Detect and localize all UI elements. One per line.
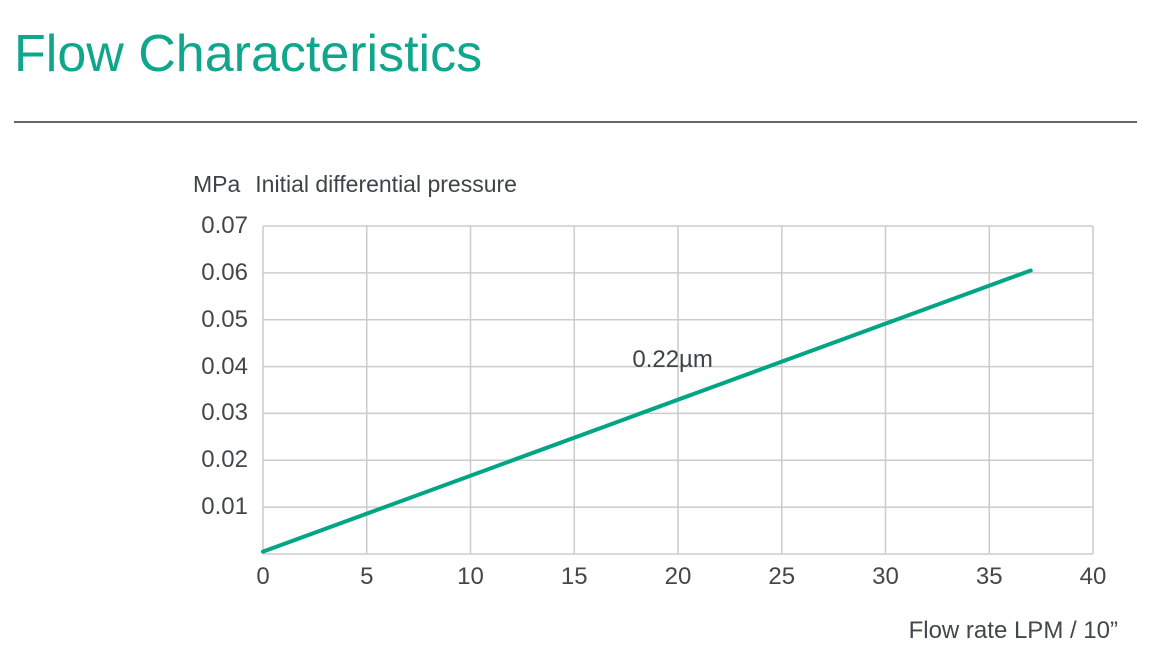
- x-tick-label: 30: [872, 563, 899, 590]
- x-axis-label: Flow rate LPM / 10”: [908, 617, 1118, 644]
- x-tick-label: 35: [975, 563, 1003, 590]
- y-tick-label: 0.06: [201, 258, 248, 286]
- chart-heading: MPa Initial differential pressure: [193, 171, 517, 198]
- series-line: [261, 268, 1033, 554]
- y-tick-label: 0.03: [201, 399, 248, 427]
- y-tick-label: 0.01: [201, 493, 248, 521]
- series-annotation: 0.22µm: [632, 345, 713, 373]
- x-tick-label: 25: [768, 563, 796, 590]
- y-tick-label: 0.04: [201, 352, 248, 380]
- x-tick-label: 5: [360, 563, 374, 590]
- title-divider: [14, 121, 1137, 123]
- x-tick-label: 15: [560, 563, 588, 590]
- x-tick-label: 10: [457, 563, 484, 590]
- y-tick-label: 0.07: [201, 212, 248, 239]
- y-axis-unit-label: MPa: [193, 171, 241, 197]
- page-title: Flow Characteristics: [14, 25, 483, 83]
- chart-title: Initial differential pressure: [255, 171, 517, 197]
- plot-svg: [261, 225, 1094, 555]
- x-tick-label: 40: [1079, 563, 1107, 590]
- plot-area: 0.22µm 0.01 0.02 0.03 0.04 0.05 0.06 0.07 0 5 10 1…: [201, 212, 1106, 590]
- y-tick-label: 0.05: [201, 305, 248, 333]
- x-tick-label: 20: [664, 563, 692, 590]
- y-tick-label: 0.02: [201, 446, 248, 474]
- x-tick-label: 0: [256, 563, 270, 590]
